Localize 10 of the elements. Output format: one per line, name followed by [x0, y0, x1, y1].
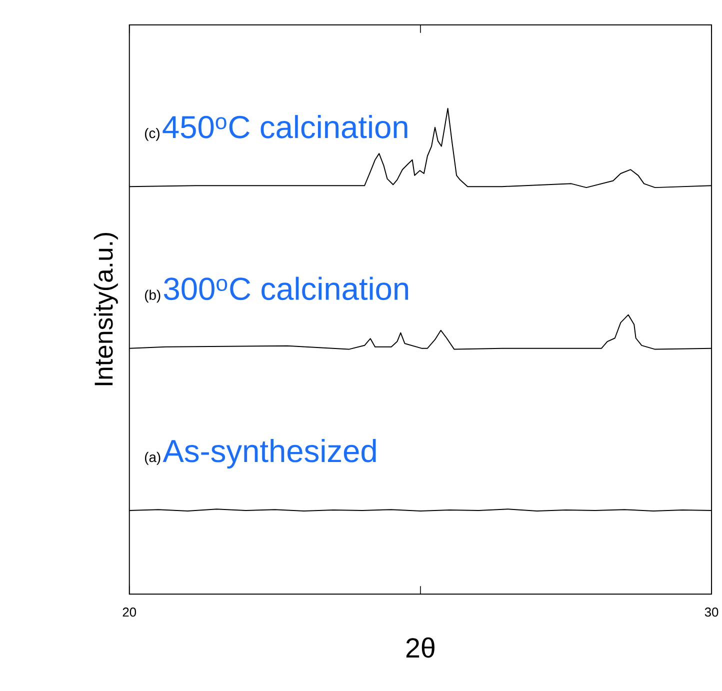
x-tick-label: 30 — [704, 608, 718, 617]
annotation: (a) — [144, 452, 160, 466]
series-label: As-synthesized — [162, 439, 376, 469]
series-label: 300$^{o}$C calcination — [164, 276, 408, 300]
annotation: (b) — [144, 290, 160, 303]
x-tick-label: 20 — [122, 608, 136, 617]
series-label: 450$^{o}$C calcination — [162, 115, 408, 139]
x-axis-title: 2θ — [406, 638, 434, 658]
annotation: (c) — [144, 128, 160, 142]
y-axis-title: Intensity(a.u.) — [94, 233, 118, 386]
